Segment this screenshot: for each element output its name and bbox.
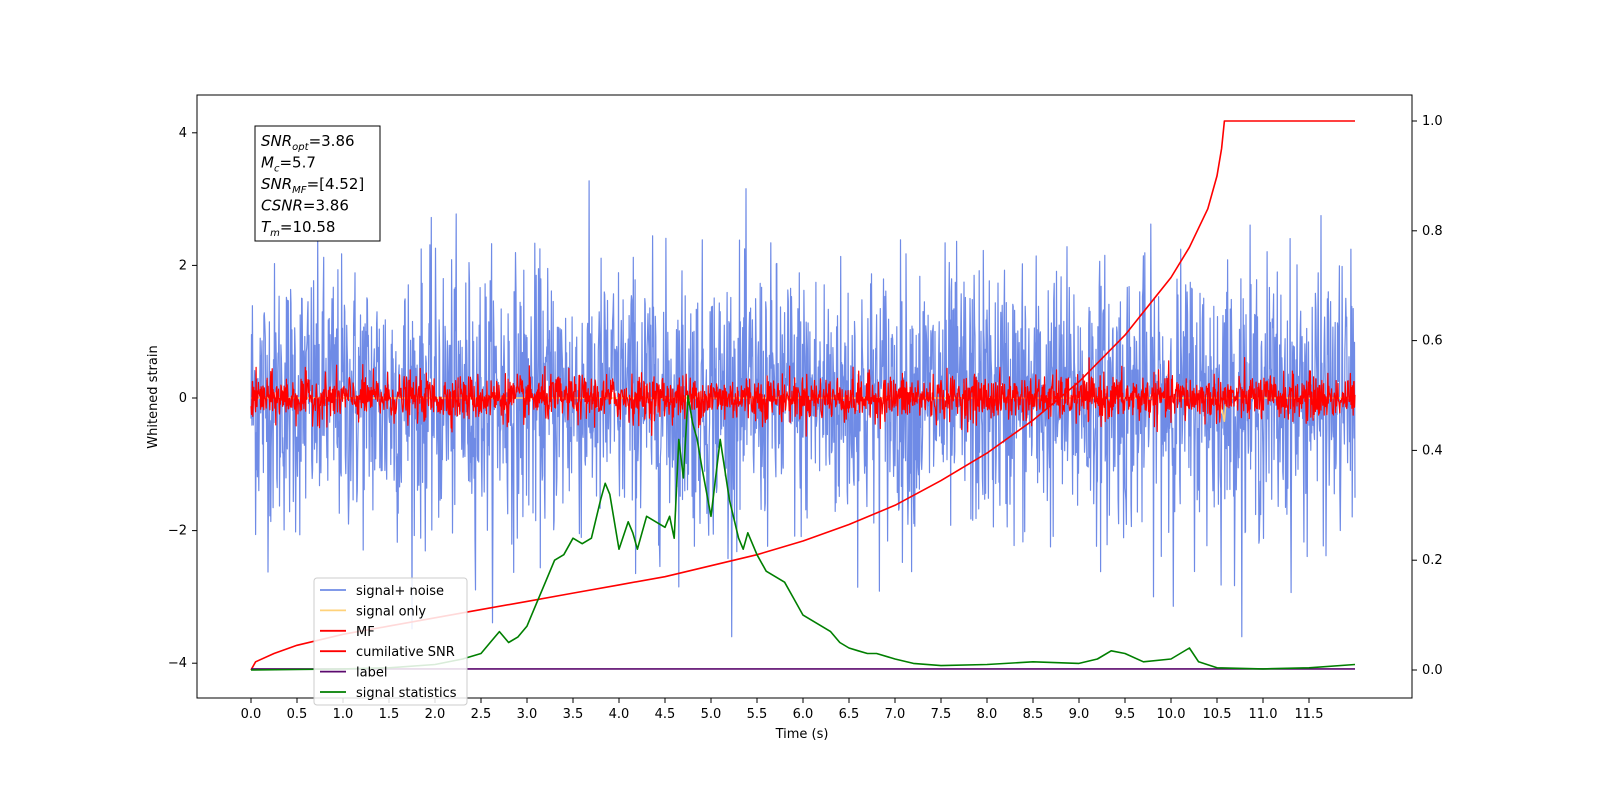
annotation-line: SNRMF=[4.52] (261, 175, 364, 196)
x-tick-label: 2.5 (471, 707, 492, 722)
y2-tick-label: 0.6 (1422, 334, 1443, 349)
series-line-5 (250, 394, 1356, 671)
annotation-subscript: opt (292, 142, 309, 153)
x-tick-label: 7.5 (931, 707, 952, 722)
x-tick-label: 6.5 (839, 707, 860, 722)
y-tick-label: 4 (179, 126, 187, 141)
x-tick-label: 5.5 (747, 707, 768, 722)
x-tick-label: 0.0 (241, 707, 262, 722)
annotation-line: Mc=5.7 (261, 154, 316, 175)
y2-tick-label: 1.0 (1422, 114, 1443, 129)
annotation-value: =10.58 (280, 218, 336, 236)
annotation-value: =[4.52] (307, 175, 365, 193)
legend-frame (313, 577, 468, 706)
annotation-value: =3.86 (309, 132, 355, 150)
annotation-symbol: SNR (261, 175, 292, 193)
legend: signal+ noise signal only MF cumilative SNR… (313, 577, 468, 706)
x-tick-label: 5.0 (701, 707, 722, 722)
x-tick-label: 11.0 (1249, 707, 1278, 722)
y2-tick-label: 0.0 (1422, 663, 1443, 678)
annotation-line: CSNR=3.86 (261, 197, 349, 215)
annotation-line: SNRopt=3.86 (261, 132, 355, 153)
annotation-symbol: SNR (261, 132, 292, 150)
y2-tick-label: 0.2 (1422, 553, 1443, 568)
series-line-2 (250, 357, 1356, 437)
y-tick-label: 0 (179, 391, 187, 406)
x-tick-label: 7.0 (885, 707, 906, 722)
legend-label: signal only (356, 604, 426, 619)
legend-label: label (356, 666, 387, 681)
annotation-symbol: T (261, 218, 272, 236)
y2-tick-label: 0.4 (1422, 443, 1443, 458)
legend-label: MF (356, 625, 375, 640)
x-tick-label: 4.5 (655, 707, 676, 722)
x-tick-label: 3.5 (563, 707, 584, 722)
annotation-subscript: MF (292, 185, 307, 196)
x-axis-label: Time (s) (775, 727, 829, 742)
y-tick-label: −4 (168, 656, 187, 671)
y2-tick-label: 0.8 (1422, 224, 1443, 239)
annotation-value: =5.7 (279, 154, 315, 172)
annotation-line: Tm=10.58 (261, 218, 335, 239)
annotation-value: =3.86 (303, 197, 349, 215)
y-tick-label: 2 (179, 258, 187, 273)
annotation-box: SNRopt=3.86Mc=5.7SNRMF=[4.52]CSNR=3.86Tm… (254, 125, 381, 242)
x-tick-label: 3.0 (517, 707, 538, 722)
annotation-symbol: CSNR (261, 197, 303, 215)
y-axis-label: Whitened strain (146, 345, 161, 448)
x-tick-label: 9.0 (1069, 707, 1090, 722)
x-tick-label: 9.5 (1115, 707, 1136, 722)
x-tick-label: 10.5 (1203, 707, 1232, 722)
x-tick-label: 0.5 (287, 707, 308, 722)
legend-label: signal+ noise (356, 584, 444, 599)
x-tick-label: 8.5 (1023, 707, 1044, 722)
legend-label: cumilative SNR (356, 645, 455, 660)
x-tick-label: 11.5 (1295, 707, 1324, 722)
x-tick-label: 1.0 (333, 707, 354, 722)
y-tick-label: −2 (168, 524, 187, 539)
legend-label: signal statistics (356, 686, 457, 701)
ticks-layer: 0.0 0.5 1.0 1.5 2.0 2.5 3.0 3.5 4.0 4.5 5.0 5.5 6.0 6… (168, 114, 1443, 722)
x-tick-label: 8.0 (977, 707, 998, 722)
x-tick-label: 10.0 (1157, 707, 1186, 722)
annotation-subscript: m (270, 228, 280, 239)
x-tick-label: 2.0 (425, 707, 446, 722)
x-tick-label: 6.0 (793, 707, 814, 722)
annotation-subscript: c (274, 164, 280, 175)
x-tick-label: 1.5 (379, 707, 400, 722)
x-tick-label: 4.0 (609, 707, 630, 722)
annotation-symbol: M (261, 154, 274, 172)
annotation-frame (254, 125, 381, 242)
plot-frame (196, 94, 1413, 699)
